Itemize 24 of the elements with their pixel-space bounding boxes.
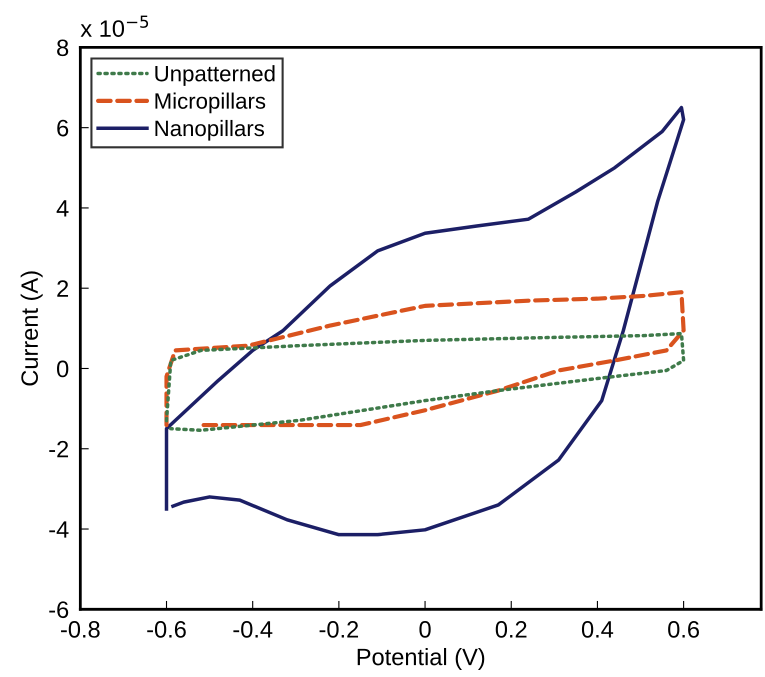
x-tick-label: -0.2 — [320, 621, 358, 638]
y-tick-label: -2 — [49, 440, 68, 458]
x-tick-label: -0.4 — [233, 621, 272, 638]
legend-label: Unpatterned — [155, 65, 275, 86]
legend-label: Micropillars — [155, 92, 266, 114]
x-tick-label: 0.4 — [582, 621, 614, 638]
x-tick-label: -0.6 — [147, 621, 186, 638]
y-tick-label: 2 — [57, 280, 68, 297]
legend-label: Nanopillars — [155, 120, 264, 141]
line-series — [164, 332, 686, 432]
y-tick-label: 8 — [57, 39, 68, 56]
y-tick-label: 0 — [57, 360, 68, 378]
text: x 10$^{−5}$ — [80, 16, 148, 37]
x-tick-label: 0.6 — [668, 621, 699, 638]
x-tick-label: -0.8 — [61, 621, 100, 638]
x-tick-label: 0.2 — [496, 621, 526, 638]
y-axis-title: Current (A) — [20, 271, 43, 386]
y-tick-label: -4 — [49, 521, 69, 538]
x-axis-title: Potential (V) — [358, 648, 484, 670]
line-series — [164, 290, 686, 428]
x-tick-label: 0 — [419, 621, 431, 638]
y-tick-label: -6 — [49, 601, 68, 618]
y-tick-label: 6 — [57, 120, 68, 136]
y-tick-label: 4 — [56, 200, 69, 216]
